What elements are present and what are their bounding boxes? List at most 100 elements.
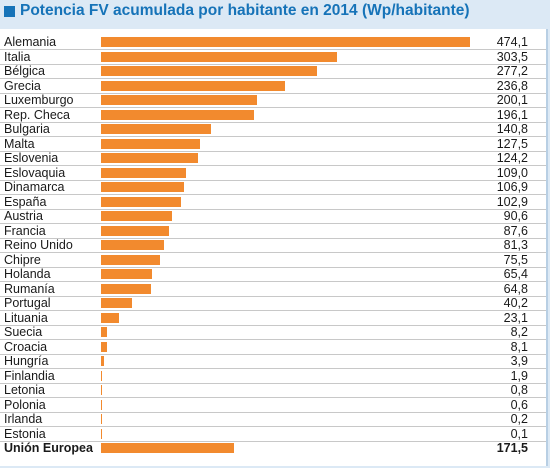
category-label: Luxemburgo xyxy=(4,93,74,107)
category-label: Unión Europea xyxy=(4,441,93,455)
data-label: 0,8 xyxy=(510,383,528,397)
data-label: 106,9 xyxy=(496,180,528,194)
bar xyxy=(101,327,108,337)
data-label: 140,8 xyxy=(496,122,528,136)
category-label: Lituania xyxy=(4,310,48,325)
bar-row: Bulgaria 140,8 xyxy=(0,122,546,137)
bar xyxy=(101,356,105,366)
bar xyxy=(101,269,152,279)
data-label: 277,2 xyxy=(496,64,528,78)
category-label: Chipre xyxy=(4,252,41,267)
bar xyxy=(101,370,103,381)
data-label: 474,1 xyxy=(496,35,528,49)
category-label: Eslovenia xyxy=(4,151,59,165)
category-label: Bulgaria xyxy=(4,122,50,136)
category-label: Croacia xyxy=(4,339,48,354)
bar-row: Dinamarca 106,9 xyxy=(0,180,546,195)
category-label: Polonia xyxy=(4,397,46,412)
category-label: Italia xyxy=(4,49,31,64)
bar-row: Hungría 3,9 xyxy=(0,354,546,369)
title-square-icon xyxy=(4,6,15,17)
bar-row: Croacia 8,1 xyxy=(0,340,546,355)
category-label: Estonia xyxy=(4,426,46,441)
data-label: 102,9 xyxy=(496,194,528,209)
bar xyxy=(101,167,186,178)
bar-row: Bélgica 277,2 xyxy=(0,64,546,79)
bar-row: Austria 90,6 xyxy=(0,209,546,224)
category-label: Bélgica xyxy=(4,64,45,78)
data-label: 40,2 xyxy=(503,296,528,310)
data-label: 8,2 xyxy=(510,325,528,339)
category-label: Malta xyxy=(4,136,35,151)
bar xyxy=(101,51,338,62)
data-label: 3,9 xyxy=(510,354,528,368)
bar-row: Polonia 0,6 xyxy=(0,398,546,413)
chart-plot-area: Alemania 474,1 Italia 303,5 Bélgica 277,2 Grec… xyxy=(0,29,548,466)
bar xyxy=(101,109,254,120)
bar xyxy=(101,196,182,207)
category-label: Reino Unido xyxy=(4,238,73,252)
category-label: Alemania xyxy=(4,35,57,49)
bar-row: Italia 303,5 xyxy=(0,50,546,65)
bar-row: Francia 87,6 xyxy=(0,224,546,239)
bar xyxy=(101,182,185,192)
data-label: 124,2 xyxy=(496,151,528,165)
category-label: Irlanda xyxy=(4,412,43,426)
bar xyxy=(101,283,152,294)
category-label: Suecia xyxy=(4,325,43,339)
data-label: 0,1 xyxy=(510,426,528,441)
data-label: 109,0 xyxy=(496,165,528,180)
data-label: 303,5 xyxy=(496,49,528,64)
bar xyxy=(101,153,198,163)
bar-row: Reino Unido 81,3 xyxy=(0,238,546,253)
bar xyxy=(101,399,102,410)
bar xyxy=(101,225,170,236)
bar-row: Suecia 8,2 xyxy=(0,325,546,340)
bar xyxy=(101,414,102,424)
data-label: 90,6 xyxy=(503,209,528,223)
data-label: 81,3 xyxy=(503,238,528,252)
chart-title: Potencia FV acumulada por habitante en 2… xyxy=(20,2,470,19)
bar xyxy=(101,37,470,47)
data-label: 196,1 xyxy=(496,107,528,122)
bar xyxy=(101,240,165,250)
category-label: Finlandia xyxy=(4,368,55,383)
data-label: 1,9 xyxy=(510,368,528,383)
data-label: 8,1 xyxy=(510,339,528,354)
bar-row: Rumanía 64,8 xyxy=(0,282,546,297)
bar-row: Eslovaquia 109,0 xyxy=(0,166,546,181)
bar-row: Rep. Checa 196,1 xyxy=(0,108,546,123)
category-label: Rumanía xyxy=(4,281,55,296)
data-label: 65,4 xyxy=(503,267,528,281)
bar xyxy=(101,66,317,76)
data-label: 0,6 xyxy=(510,397,528,412)
data-label: 236,8 xyxy=(496,78,528,93)
data-label: 127,5 xyxy=(496,136,528,151)
bar xyxy=(101,254,160,265)
category-label: Eslovaquia xyxy=(4,165,66,180)
bar-row: Chipre 75,5 xyxy=(0,253,546,268)
bar-row: Finlandia 1,9 xyxy=(0,369,546,384)
category-label: España xyxy=(4,194,47,209)
bar-row: Luxemburgo 200,1 xyxy=(0,93,546,108)
bar-row: Letonia 0,8 xyxy=(0,383,546,398)
bar-row: Lituania 23,1 xyxy=(0,311,546,326)
bar-row: Holanda 65,4 xyxy=(0,267,546,282)
bar-row: Estonia 0,1 xyxy=(0,427,546,442)
bar xyxy=(101,80,286,91)
bar-row: España 102,9 xyxy=(0,195,546,210)
data-label: 75,5 xyxy=(503,252,528,267)
data-label: 64,8 xyxy=(503,281,528,296)
bar xyxy=(101,138,201,149)
bar xyxy=(101,341,108,352)
category-label: Holanda xyxy=(4,267,51,281)
category-label: Dinamarca xyxy=(4,180,65,194)
bar-row: Alemania 474,1 xyxy=(0,35,546,50)
data-label: 0,2 xyxy=(510,412,528,426)
category-label: Rep. Checa xyxy=(4,107,71,122)
bar-row: Irlanda 0,2 xyxy=(0,412,546,427)
bar xyxy=(101,312,119,323)
bar-row: Eslovenia 124,2 xyxy=(0,151,546,166)
data-label: 200,1 xyxy=(496,93,528,107)
